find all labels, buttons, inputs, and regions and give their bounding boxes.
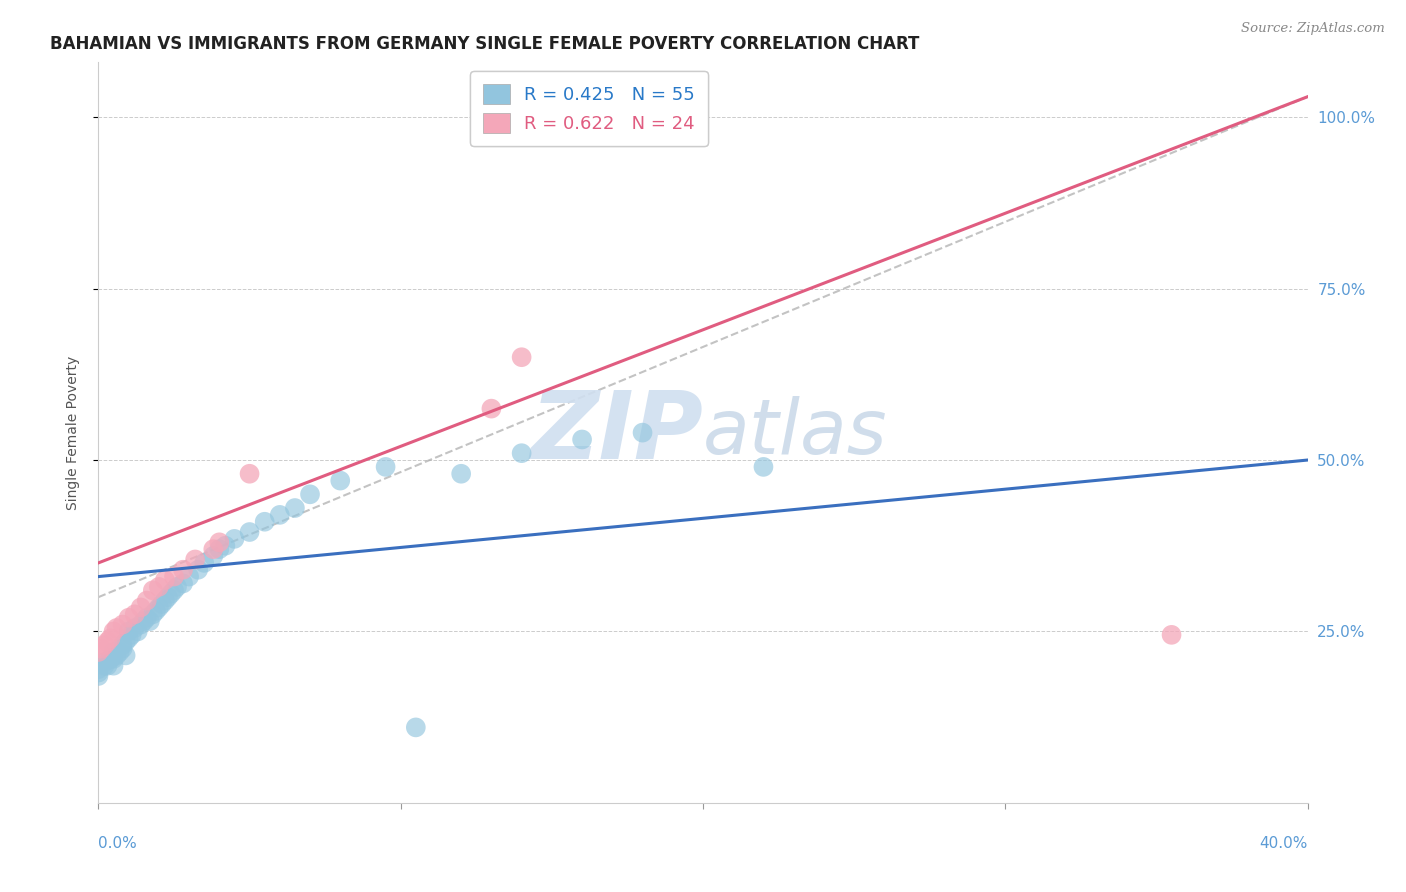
Point	[253, 515, 276, 529]
Point	[374, 459, 396, 474]
Point	[163, 569, 186, 583]
Point	[103, 658, 125, 673]
Text: atlas: atlas	[703, 396, 887, 469]
Point	[103, 652, 125, 666]
Point	[510, 446, 533, 460]
Point	[124, 607, 146, 622]
Point	[129, 617, 152, 632]
Point	[87, 669, 110, 683]
Text: BAHAMIAN VS IMMIGRANTS FROM GERMANY SINGLE FEMALE POVERTY CORRELATION CHART: BAHAMIAN VS IMMIGRANTS FROM GERMANY SING…	[51, 35, 920, 53]
Point	[142, 607, 165, 622]
Point	[166, 580, 188, 594]
Point	[631, 425, 654, 440]
Point	[118, 624, 141, 639]
Point	[163, 583, 186, 598]
Point	[103, 624, 125, 639]
Point	[129, 600, 152, 615]
Point	[193, 556, 215, 570]
Text: Source: ZipAtlas.com: Source: ZipAtlas.com	[1241, 22, 1385, 36]
Point	[142, 583, 165, 598]
Point	[96, 634, 118, 648]
Point	[150, 597, 173, 611]
Point	[214, 539, 236, 553]
Point	[224, 532, 246, 546]
Point	[111, 641, 134, 656]
Point	[172, 576, 194, 591]
Point	[187, 563, 209, 577]
Point	[139, 614, 162, 628]
Point	[329, 474, 352, 488]
Point	[179, 569, 201, 583]
Point	[172, 563, 194, 577]
Point	[571, 433, 593, 447]
Point	[148, 600, 170, 615]
Point	[752, 459, 775, 474]
Point	[239, 467, 262, 481]
Point	[153, 573, 176, 587]
Point	[124, 621, 146, 635]
Point	[510, 350, 533, 364]
Point	[239, 524, 262, 539]
Point	[1160, 628, 1182, 642]
Point	[103, 645, 125, 659]
Point	[114, 648, 136, 663]
Point	[93, 638, 115, 652]
Point	[132, 614, 155, 628]
Point	[111, 617, 134, 632]
Point	[299, 487, 322, 501]
Point	[153, 593, 176, 607]
Point	[202, 542, 225, 557]
Y-axis label: Single Female Poverty: Single Female Poverty	[66, 356, 80, 509]
Point	[135, 610, 157, 624]
Point	[114, 634, 136, 648]
Point	[111, 638, 134, 652]
Point	[450, 467, 472, 481]
Text: 0.0%: 0.0%	[98, 836, 138, 851]
Point	[90, 641, 112, 656]
Point	[93, 658, 115, 673]
Point	[156, 590, 179, 604]
Point	[135, 593, 157, 607]
Point	[100, 652, 122, 666]
Point	[87, 662, 110, 676]
Point	[87, 645, 110, 659]
Point	[160, 587, 183, 601]
Point	[121, 628, 143, 642]
Point	[202, 549, 225, 563]
Point	[118, 632, 141, 646]
Point	[96, 658, 118, 673]
Point	[145, 604, 167, 618]
Point	[208, 542, 231, 557]
Point	[93, 655, 115, 669]
Point	[184, 552, 207, 566]
Point	[105, 621, 128, 635]
Point	[284, 501, 307, 516]
Point	[100, 632, 122, 646]
Point	[405, 720, 427, 734]
Point	[481, 401, 503, 416]
Text: 40.0%: 40.0%	[1260, 836, 1308, 851]
Point	[269, 508, 291, 522]
Point	[127, 624, 149, 639]
Point	[118, 610, 141, 624]
Point	[108, 645, 131, 659]
Point	[208, 535, 231, 549]
Text: ZIP: ZIP	[530, 386, 703, 479]
Point	[87, 665, 110, 680]
Legend: R = 0.425   N = 55, R = 0.622   N = 24: R = 0.425 N = 55, R = 0.622 N = 24	[470, 71, 707, 145]
Point	[148, 580, 170, 594]
Point	[105, 648, 128, 663]
